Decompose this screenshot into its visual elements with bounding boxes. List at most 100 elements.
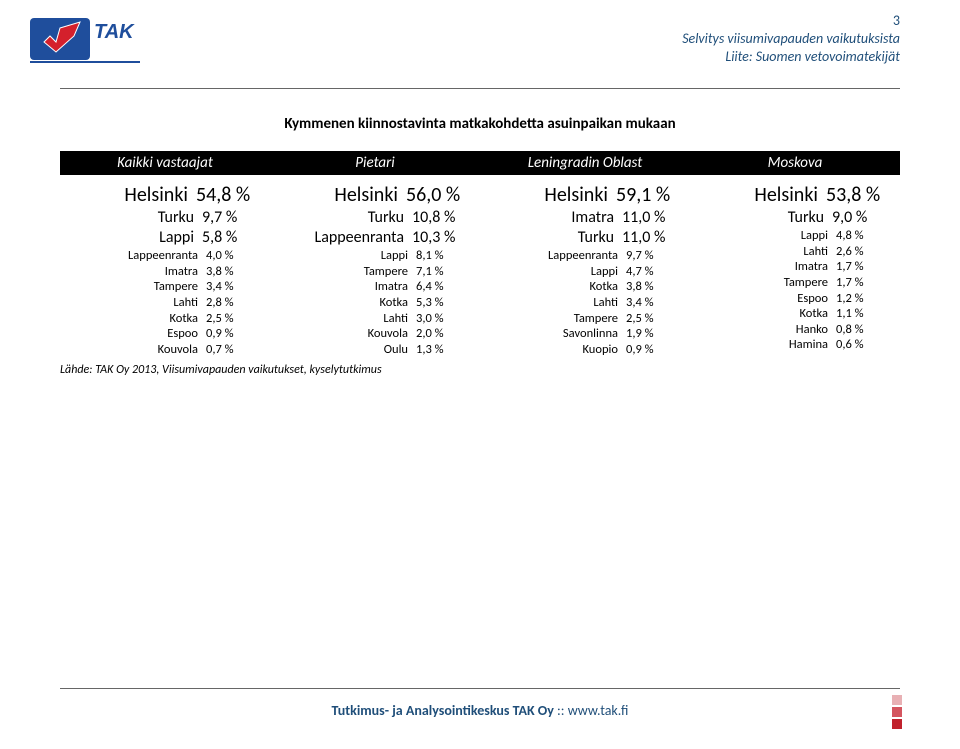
city-value: 10,8 % — [412, 208, 474, 228]
city-value: 3,8 % — [626, 279, 684, 295]
city-value: 56,0 % — [406, 183, 474, 208]
city-name: Kotka — [490, 279, 626, 295]
document-page: TAK 3 Selvitys viisumivapauden vaikutuks… — [0, 0, 960, 749]
header-line-1: Selvitys viisumivapauden vaikutuksista — [682, 30, 900, 48]
data-row: Lappi5,8 % — [70, 228, 264, 248]
city-value: 3,4 % — [206, 279, 264, 295]
data-row: Hamina0,6 % — [700, 337, 894, 353]
city-value: 5,8 % — [202, 228, 264, 248]
city-value: 0,7 % — [206, 342, 264, 358]
city-name: Imatra — [280, 279, 416, 295]
city-value: 8,1 % — [416, 248, 474, 264]
data-row: Imatra6,4 % — [280, 279, 474, 295]
source-note: Lähde: TAK Oy 2013, Viisumivapauden vaik… — [60, 363, 900, 377]
city-value: 0,9 % — [206, 326, 264, 342]
city-value: 3,0 % — [416, 311, 474, 327]
city-value: 1,3 % — [416, 342, 474, 358]
city-name: Lappi — [280, 248, 416, 264]
city-name: Imatra — [700, 259, 836, 275]
city-value: 0,8 % — [836, 322, 894, 338]
data-row: Lappi8,1 % — [280, 248, 474, 264]
city-name: Kouvola — [280, 326, 416, 342]
data-row: Imatra3,8 % — [70, 264, 264, 280]
city-name: Helsinki — [700, 183, 826, 208]
city-value: 10,3 % — [412, 228, 474, 248]
city-name: Lahti — [70, 295, 206, 311]
city-name: Turku — [490, 228, 622, 248]
city-value: 9,7 % — [202, 208, 264, 228]
city-name: Espoo — [70, 326, 206, 342]
city-value: 1,9 % — [626, 326, 684, 342]
city-value: 2,6 % — [836, 244, 894, 260]
city-name: Lappeenranta — [280, 228, 412, 248]
page-header-right: 3 Selvitys viisumivapauden vaikutuksista… — [682, 12, 900, 67]
city-name: Tampere — [70, 279, 206, 295]
footer-sep: :: — [554, 702, 568, 719]
city-name: Kuopio — [490, 342, 626, 358]
column-headers: Kaikki vastaajat Pietari Leningradin Obl… — [60, 151, 900, 175]
city-name: Hamina — [700, 337, 836, 353]
city-name: Helsinki — [280, 183, 406, 208]
footer-link[interactable]: www.tak.fi — [568, 702, 629, 719]
data-column-3: Helsinki53,8 %Turku9,0 %Lappi4,8 %Lahti2… — [690, 181, 900, 359]
city-value: 2,5 % — [626, 311, 684, 327]
city-value: 54,8 % — [196, 183, 264, 208]
data-row: Hanko0,8 % — [700, 322, 894, 338]
data-row: Kouvola2,0 % — [280, 326, 474, 342]
city-value: 1,2 % — [836, 291, 894, 307]
city-name: Lappi — [700, 228, 836, 244]
data-row: Imatra1,7 % — [700, 259, 894, 275]
page-title: Kymmenen kiinnostavinta matkakohdetta as… — [60, 115, 900, 133]
data-row: Lappeenranta9,7 % — [490, 248, 684, 264]
city-name: Kotka — [700, 306, 836, 322]
data-row: Kuopio0,9 % — [490, 342, 684, 358]
data-row: Kouvola0,7 % — [70, 342, 264, 358]
data-row: Kotka5,3 % — [280, 295, 474, 311]
col-header-2: Leningradin Oblast — [480, 151, 690, 175]
city-name: Lahti — [490, 295, 626, 311]
city-name: Imatra — [490, 208, 622, 228]
data-row: Turku9,7 % — [70, 208, 264, 228]
data-row: Tampere2,5 % — [490, 311, 684, 327]
city-name: Turku — [700, 208, 832, 228]
data-row: Tampere3,4 % — [70, 279, 264, 295]
city-value: 7,1 % — [416, 264, 474, 280]
city-value: 59,1 % — [616, 183, 684, 208]
data-row: Kotka3,8 % — [490, 279, 684, 295]
data-row: Helsinki56,0 % — [280, 183, 474, 208]
data-row: Turku9,0 % — [700, 208, 894, 228]
city-value: 3,8 % — [206, 264, 264, 280]
city-name: Lahti — [280, 311, 416, 327]
data-row: Kotka1,1 % — [700, 306, 894, 322]
data-columns: Helsinki54,8 %Turku9,7 %Lappi5,8 %Lappee… — [60, 181, 900, 359]
city-name: Imatra — [70, 264, 206, 280]
city-name: Espoo — [700, 291, 836, 307]
data-column-0: Helsinki54,8 %Turku9,7 %Lappi5,8 %Lappee… — [60, 181, 270, 359]
city-value: 11,0 % — [622, 228, 684, 248]
data-row: Helsinki59,1 % — [490, 183, 684, 208]
city-value: 0,9 % — [626, 342, 684, 358]
city-name: Kotka — [70, 311, 206, 327]
footer-org: Tutkimus- ja Analysointikeskus TAK Oy — [332, 702, 554, 719]
data-row: Lappi4,8 % — [700, 228, 894, 244]
city-value: 11,0 % — [622, 208, 684, 228]
square-1 — [892, 695, 902, 705]
data-row: Helsinki54,8 % — [70, 183, 264, 208]
svg-text:TAK: TAK — [94, 21, 135, 43]
city-name: Oulu — [280, 342, 416, 358]
city-value: 1,1 % — [836, 306, 894, 322]
city-name: Kouvola — [70, 342, 206, 358]
city-value: 4,0 % — [206, 248, 264, 264]
city-name: Turku — [280, 208, 412, 228]
city-value: 4,8 % — [836, 228, 894, 244]
data-row: Tampere7,1 % — [280, 264, 474, 280]
page-number: 3 — [682, 12, 900, 30]
city-name: Tampere — [490, 311, 626, 327]
city-name: Helsinki — [490, 183, 616, 208]
city-name: Lappeenranta — [70, 248, 206, 264]
city-value: 53,8 % — [826, 183, 894, 208]
footer-squares — [892, 695, 902, 729]
city-name: Lappi — [70, 228, 202, 248]
city-name: Kotka — [280, 295, 416, 311]
city-value: 5,3 % — [416, 295, 474, 311]
